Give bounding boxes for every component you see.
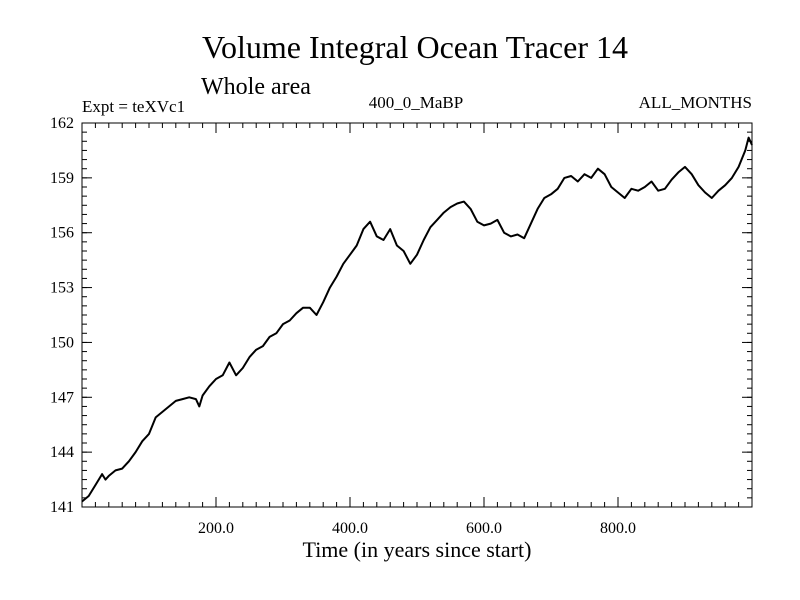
series-line xyxy=(81,136,753,503)
x-tick-label: 600.0 xyxy=(466,520,502,537)
x-tick-label: 400.0 xyxy=(332,520,368,537)
x-tick-label: 200.0 xyxy=(198,520,234,537)
y-tick-label: 156 xyxy=(50,225,74,242)
y-tick-label: 153 xyxy=(50,280,74,297)
period-label: 400_0_MaBP xyxy=(369,93,463,112)
chart-subtitle: Whole area xyxy=(201,74,311,100)
y-tick-label: 162 xyxy=(50,115,74,132)
y-tick-label: 147 xyxy=(50,389,74,406)
y-tick-label: 141 xyxy=(50,499,74,516)
y-tick-label: 144 xyxy=(50,444,74,461)
x-axis-label: Time (in years since start) xyxy=(303,537,532,562)
chart-title: Volume Integral Ocean Tracer 14 xyxy=(202,29,628,65)
x-tick-label: 800.0 xyxy=(600,520,636,537)
y-tick-label: 159 xyxy=(50,170,74,187)
experiment-label: Expt = teXVc1 xyxy=(82,97,185,116)
y-tick-label: 150 xyxy=(50,334,74,351)
axis-ticks xyxy=(82,122,752,508)
y-tick-labels: 141 144 147 150 153 156 159 162 xyxy=(50,115,74,516)
x-tick-labels: 200.0 400.0 600.0 800.0 xyxy=(198,520,636,537)
months-label: ALL_MONTHS xyxy=(639,93,752,112)
